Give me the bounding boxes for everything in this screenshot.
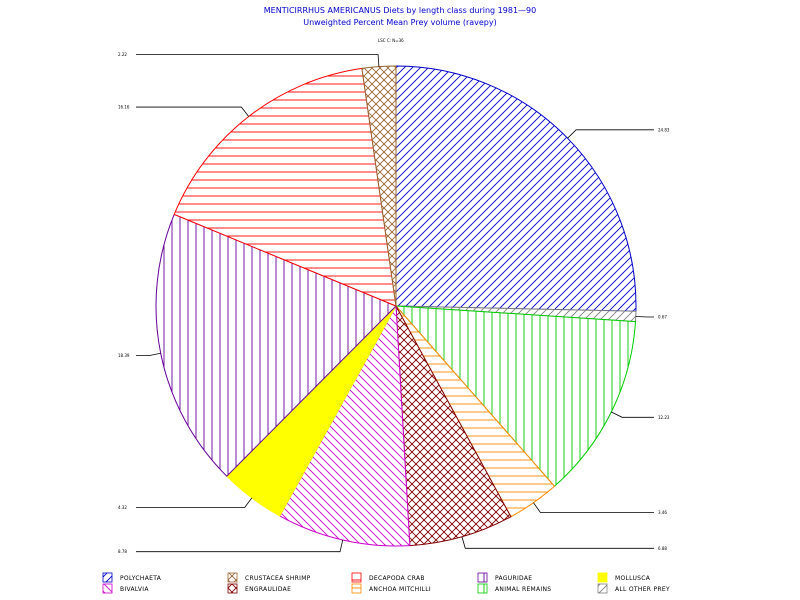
legend-swatch-anchoa-mitchilli — [351, 583, 362, 594]
slice-value-label-engraulidae: 6.88 — [658, 546, 667, 551]
legend-label-anchoa-mitchilli: ANCHOA MITCHILLI — [369, 586, 431, 593]
pie-slices — [155, 65, 637, 547]
pie-labels: 24.83 0.67 12.23 3.46 6.88 8.78 4.32 18.39 16.16… — [118, 38, 670, 554]
leader-line-crustacea-shrimp — [136, 54, 380, 67]
legend-item-engraulidae: ENGRAULIDAE — [227, 583, 291, 594]
pie-slice-bivalvia — [279, 304, 411, 547]
legend-swatch-bivalvia — [102, 583, 113, 594]
leader-line-mollusca — [136, 497, 253, 508]
legend-item-mollusca: MOLLUSCA — [597, 572, 651, 583]
legend-label-mollusca: MOLLUSCA — [615, 575, 651, 582]
legend-label-decapoda-crab: DECAPODA CRAB — [369, 575, 425, 582]
pie-slice-crustacea-shrimp — [361, 65, 397, 307]
legend-swatch-crustacea-shrimp — [227, 572, 238, 583]
leader-line-decapoda-crab — [136, 106, 250, 117]
legend-swatch-paguridae — [477, 572, 488, 583]
slice-value-label-anchoa-mitchilli: 3.46 — [658, 510, 667, 515]
pie-slice-engraulidae — [395, 305, 512, 547]
slice-value-label-polychaeta: 24.83 — [658, 127, 670, 132]
legend-item-paguridae: PAGURIDAE — [477, 572, 532, 583]
legend-item-bivalvia: BIVALVIA — [102, 583, 149, 594]
chart-subtitle: Unweighted Percent Mean Prey volume (rav… — [303, 18, 497, 27]
slice-value-label-decapoda-crab: 16.16 — [118, 105, 130, 110]
legend-item-animal-remains: ANIMAL REMAINS — [477, 583, 551, 594]
leader-line-polychaeta — [567, 129, 654, 139]
slice-value-label-paguridae: 18.39 — [118, 353, 130, 358]
legend-label-all-other-prey: ALL OTHER PREY — [615, 586, 670, 593]
slice-value-label-all-other-prey: 0.67 — [658, 314, 667, 319]
slice-value-label-animal-remains: 12.23 — [658, 415, 670, 420]
chart-legend: POLYCHAETA BIVALVIA CRUSTACEA SHRIMP ENGRAU… — [102, 572, 670, 594]
pie-slice-animal-remains — [394, 305, 637, 487]
legend-label-crustacea-shrimp: CRUSTACEA SHRIMP — [245, 575, 311, 582]
legend-label-engraulidae: ENGRAULIDAE — [245, 586, 291, 593]
leader-line-anchoa-mitchilli — [533, 502, 654, 513]
slice-value-label-bivalvia: 8.78 — [118, 549, 127, 554]
legend-swatch-animal-remains — [477, 583, 488, 594]
legend-swatch-all-other-prey — [597, 583, 608, 594]
legend-label-animal-remains: ANIMAL REMAINS — [495, 586, 551, 593]
legend-label-paguridae: PAGURIDAE — [495, 575, 532, 582]
slice-value-label-mollusca: 4.32 — [118, 505, 127, 510]
legend-item-all-other-prey: ALL OTHER PREY — [597, 583, 670, 594]
legend-swatch-decapoda-crab — [351, 572, 362, 583]
slice-value-label-crustacea-shrimp: 2.22 — [118, 52, 127, 57]
legend-swatch-engraulidae — [227, 583, 238, 594]
chart-title: MENTICIRRHUS AMERICANUS Diets by length … — [264, 6, 536, 15]
legend-label-bivalvia: BIVALVIA — [120, 586, 149, 593]
leader-line-engraulidae — [461, 536, 654, 549]
sample-size-label: LSC C: N=36 — [378, 38, 404, 43]
legend-item-anchoa-mitchilli: ANCHOA MITCHILLI — [351, 583, 431, 594]
leader-line-all-other-prey — [635, 316, 654, 318]
legend-label-polychaeta: POLYCHAETA — [120, 575, 162, 582]
legend-item-polychaeta: POLYCHAETA — [102, 572, 162, 583]
pie-slice-polychaeta — [395, 65, 637, 312]
legend-item-crustacea-shrimp: CRUSTACEA SHRIMP — [227, 572, 311, 583]
legend-swatch-polychaeta — [102, 572, 113, 583]
leader-line-bivalvia — [136, 539, 344, 553]
leader-line-paguridae — [136, 352, 161, 357]
legend-item-decapoda-crab: DECAPODA CRAB — [351, 572, 425, 583]
leader-line-animal-remains — [611, 411, 654, 418]
legend-swatch-mollusca — [597, 572, 608, 583]
